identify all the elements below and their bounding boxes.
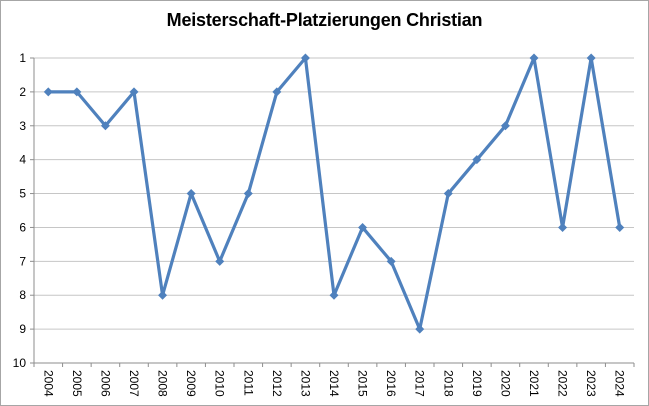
y-tick-label: 3 — [19, 119, 26, 133]
data-point-marker — [158, 290, 168, 300]
data-point-marker — [386, 256, 396, 266]
y-tick-label: 1 — [19, 51, 26, 65]
x-tick-label: 2023 — [584, 370, 598, 397]
y-tick-label: 9 — [19, 322, 26, 336]
x-tick-label: 2017 — [413, 370, 427, 397]
data-point-marker — [243, 189, 253, 199]
data-point-marker — [472, 155, 482, 165]
data-point-marker — [615, 222, 625, 232]
x-tick-label: 2010 — [213, 370, 227, 397]
x-tick-label: 2005 — [70, 370, 84, 397]
y-tick-label: 7 — [19, 254, 26, 268]
x-tick-label: 2013 — [298, 370, 312, 397]
data-point-marker — [558, 222, 568, 232]
data-point-marker — [100, 121, 110, 131]
data-point-marker — [500, 121, 510, 131]
x-tick-label: 2020 — [498, 370, 512, 397]
y-tick-label: 10 — [13, 356, 27, 370]
x-tick-label: 2004 — [41, 370, 55, 397]
y-tick-label: 6 — [19, 220, 26, 234]
data-point-marker — [358, 222, 368, 232]
data-point-marker — [586, 53, 596, 63]
x-tick-label: 2008 — [156, 370, 170, 397]
x-tick-label: 2022 — [556, 370, 570, 397]
x-tick-label: 2012 — [270, 370, 284, 397]
x-tick-label: 2019 — [470, 370, 484, 397]
data-point-marker — [529, 53, 539, 63]
data-point-marker — [300, 53, 310, 63]
x-tick-label: 2018 — [441, 370, 455, 397]
y-tick-label: 8 — [19, 288, 26, 302]
x-tick-label: 2014 — [327, 370, 341, 397]
x-tick-label: 2007 — [127, 370, 141, 397]
x-tick-label: 2011 — [241, 370, 255, 396]
y-tick-label: 4 — [19, 153, 26, 167]
data-point-marker — [186, 189, 196, 199]
x-tick-label: 2024 — [613, 370, 627, 397]
data-point-marker — [329, 290, 339, 300]
y-tick-label: 2 — [19, 85, 26, 99]
data-point-marker — [415, 324, 425, 334]
data-point-marker — [43, 87, 53, 97]
x-tick-label: 2006 — [98, 370, 112, 397]
data-point-marker — [215, 256, 225, 266]
x-tick-label: 2009 — [184, 370, 198, 397]
x-tick-label: 2015 — [356, 370, 370, 397]
y-tick-label: 5 — [19, 187, 26, 201]
data-point-marker — [72, 87, 82, 97]
x-tick-label: 2021 — [527, 370, 541, 397]
x-tick-label: 2016 — [384, 370, 398, 397]
data-point-marker — [443, 189, 453, 199]
data-point-marker — [272, 87, 282, 97]
chart-title: Meisterschaft-Platzierungen Christian — [166, 10, 483, 30]
data-point-marker — [129, 87, 139, 97]
